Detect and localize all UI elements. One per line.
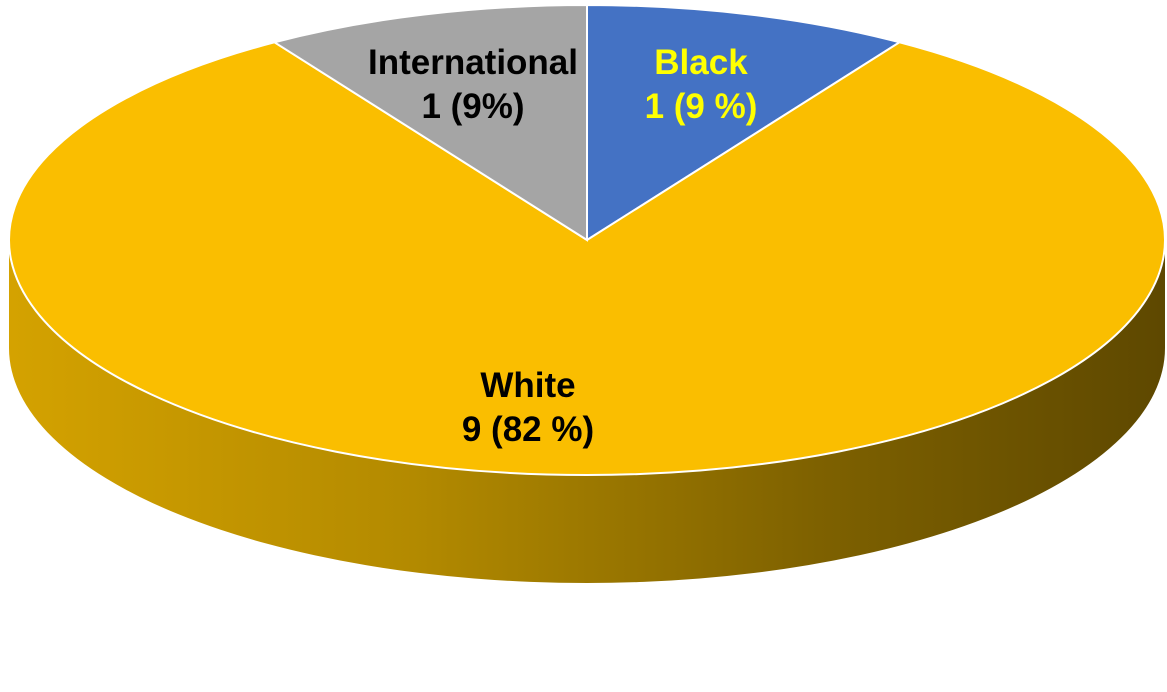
pie-slice-white [8,41,1166,476]
pie-side-wall [9,240,1165,583]
pie-slice-international [272,3,588,242]
slice-label-international: International 1 (9%) [368,43,578,126]
slice-category-label: International [368,43,578,82]
pie-side-layer [9,240,1165,583]
slice-value-label: 1 (9%) [421,87,524,126]
pie-top-layer [8,3,1166,476]
slice-label-black: Black 1 (9 %) [645,43,758,126]
slice-value-label: 1 (9 %) [645,87,758,126]
slice-category-label: White [480,366,575,405]
slice-value-label: 9 (82 %) [462,410,594,449]
slice-category-label: Black [654,43,748,82]
pie-slice-black [586,3,902,242]
pie-label-layer: Black 1 (9 %) White 9 (82 %) International 1 … [368,43,757,449]
slice-label-white: White 9 (82 %) [462,366,594,449]
